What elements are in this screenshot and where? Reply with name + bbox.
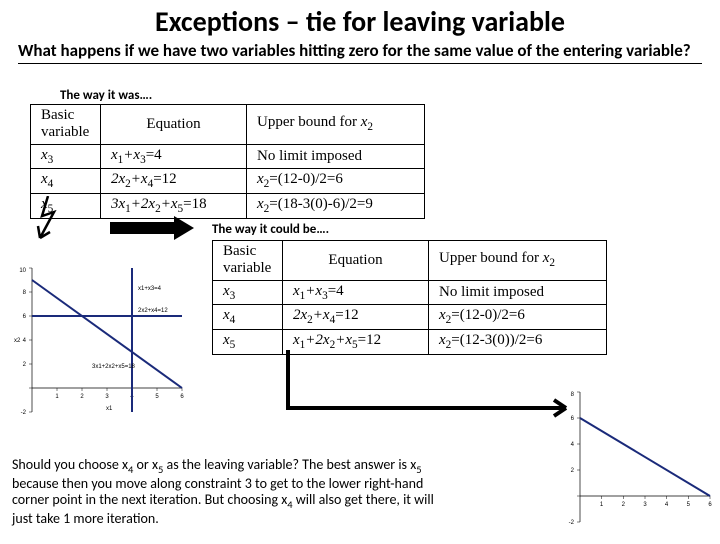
svg-text:8: 8 <box>23 290 27 296</box>
label-way-it-was: The way it was…. <box>60 88 152 103</box>
axis-label: x1 <box>106 406 113 412</box>
label-way-it-could-be: The way it could be…. <box>212 222 329 237</box>
table-row: x4 2x2+x4=12 x2=(12-0)/2=6 <box>31 169 425 194</box>
svg-text:-2: -2 <box>569 520 575 526</box>
table-row: x3 x1+x3=4 No limit imposed <box>213 280 607 305</box>
col-upper-bound: Upper bound for x2 <box>429 241 607 281</box>
svg-text:6: 6 <box>23 314 27 320</box>
svg-text:2: 2 <box>622 502 626 508</box>
eq-label: 2x2+x4=12 <box>138 308 168 314</box>
svg-text:2: 2 <box>571 468 575 474</box>
svg-text:-2: -2 <box>21 410 27 416</box>
svg-text:1: 1 <box>55 394 59 400</box>
table-could-be: Basic variable Equation Upper bound for … <box>212 240 607 355</box>
svg-text:4: 4 <box>665 502 669 508</box>
svg-text:1: 1 <box>600 502 604 508</box>
svg-text:5: 5 <box>155 394 159 400</box>
svg-text:2: 2 <box>23 362 27 368</box>
chart-original: -2 2 4 6 8 10 1 2 3 4 5 6 x1+x3=4 2x2+x4… <box>10 262 195 427</box>
col-upper-bound: Upper bound for x2 <box>247 105 425 145</box>
elbow-connector-icon <box>282 348 572 448</box>
svg-text:3: 3 <box>105 394 109 400</box>
explanation-text: Should you choose x4 or x5 as the leavin… <box>12 457 452 528</box>
svg-text:4: 4 <box>571 442 575 448</box>
col-equation: Equation <box>101 105 247 145</box>
col-basic-variable: Basic variable <box>213 241 283 281</box>
table-row: x4 2x2+x4=12 x2=(12-0)/2=6 <box>213 305 607 330</box>
col-basic-variable: Basic variable <box>31 105 101 145</box>
col-equation: Equation <box>283 241 429 281</box>
svg-text:4: 4 <box>23 338 27 344</box>
lightning-icon <box>34 196 64 256</box>
svg-text:8: 8 <box>571 392 575 398</box>
svg-text:3: 3 <box>643 502 647 508</box>
svg-text:2: 2 <box>80 394 84 400</box>
eq-label: x1+x3=4 <box>138 286 162 292</box>
arrow-icon <box>110 216 200 240</box>
axis-label: x2 <box>14 338 21 344</box>
svg-text:6: 6 <box>708 502 712 508</box>
page-title: Exceptions – tie for leaving variable <box>0 4 720 39</box>
chart-modified: -2 2 4 6 8 1 2 3 4 5 6 <box>560 386 718 536</box>
svg-text:10: 10 <box>19 268 26 274</box>
eq-label: 3x1+2x2+x5=18 <box>92 364 136 370</box>
table-was: Basic variable Equation Upper bound for … <box>30 104 425 219</box>
svg-text:6: 6 <box>180 394 184 400</box>
subtitle: What happens if we have two variables hi… <box>18 41 702 64</box>
svg-text:5: 5 <box>687 502 691 508</box>
table-header-row: Basic variable Equation Upper bound for … <box>213 241 607 281</box>
table-row: x3 x1+x3=4 No limit imposed <box>31 144 425 169</box>
svg-text:6: 6 <box>571 416 575 422</box>
table-header-row: Basic variable Equation Upper bound for … <box>31 105 425 145</box>
table-row: x5 3x1+2x2+x5=18 x2=(18-3(0)-6)/2=9 <box>31 194 425 219</box>
